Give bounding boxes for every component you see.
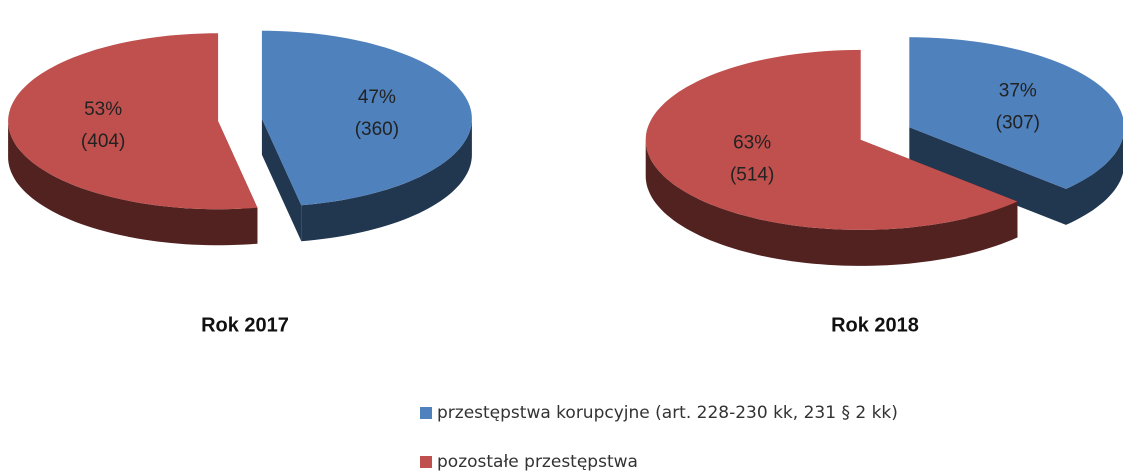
slice-side bbox=[909, 127, 1066, 225]
count-label: (404) bbox=[81, 131, 125, 152]
slice bbox=[261, 30, 472, 206]
value-label: 37% bbox=[999, 81, 1037, 102]
legend-swatch bbox=[420, 407, 432, 419]
count-label: (360) bbox=[355, 119, 399, 140]
pie-tops bbox=[645, 37, 1123, 230]
legend-label: przestępstwa korupcyjne (art. 228-230 kk… bbox=[437, 403, 898, 423]
count-label: (307) bbox=[996, 113, 1040, 134]
slice-wall bbox=[1066, 137, 1123, 225]
value-label: 63% bbox=[733, 133, 771, 154]
value-label: 47% bbox=[358, 87, 396, 108]
chart-title: Rok 2018 bbox=[831, 314, 919, 336]
legend-label: pozostałe przestępstwa bbox=[437, 452, 638, 472]
slice bbox=[8, 33, 258, 210]
slice-wall bbox=[8, 121, 258, 246]
slice bbox=[909, 37, 1123, 189]
chart-title: Rok 2017 bbox=[201, 314, 289, 336]
count-label: (514) bbox=[730, 165, 774, 186]
slice-side bbox=[261, 118, 302, 242]
value-label: 53% bbox=[84, 99, 122, 120]
pie-tops bbox=[8, 30, 472, 210]
slice bbox=[645, 49, 1018, 230]
slice-wall bbox=[301, 118, 472, 242]
slice-wall bbox=[645, 139, 1018, 266]
legend-swatch bbox=[420, 456, 432, 468]
